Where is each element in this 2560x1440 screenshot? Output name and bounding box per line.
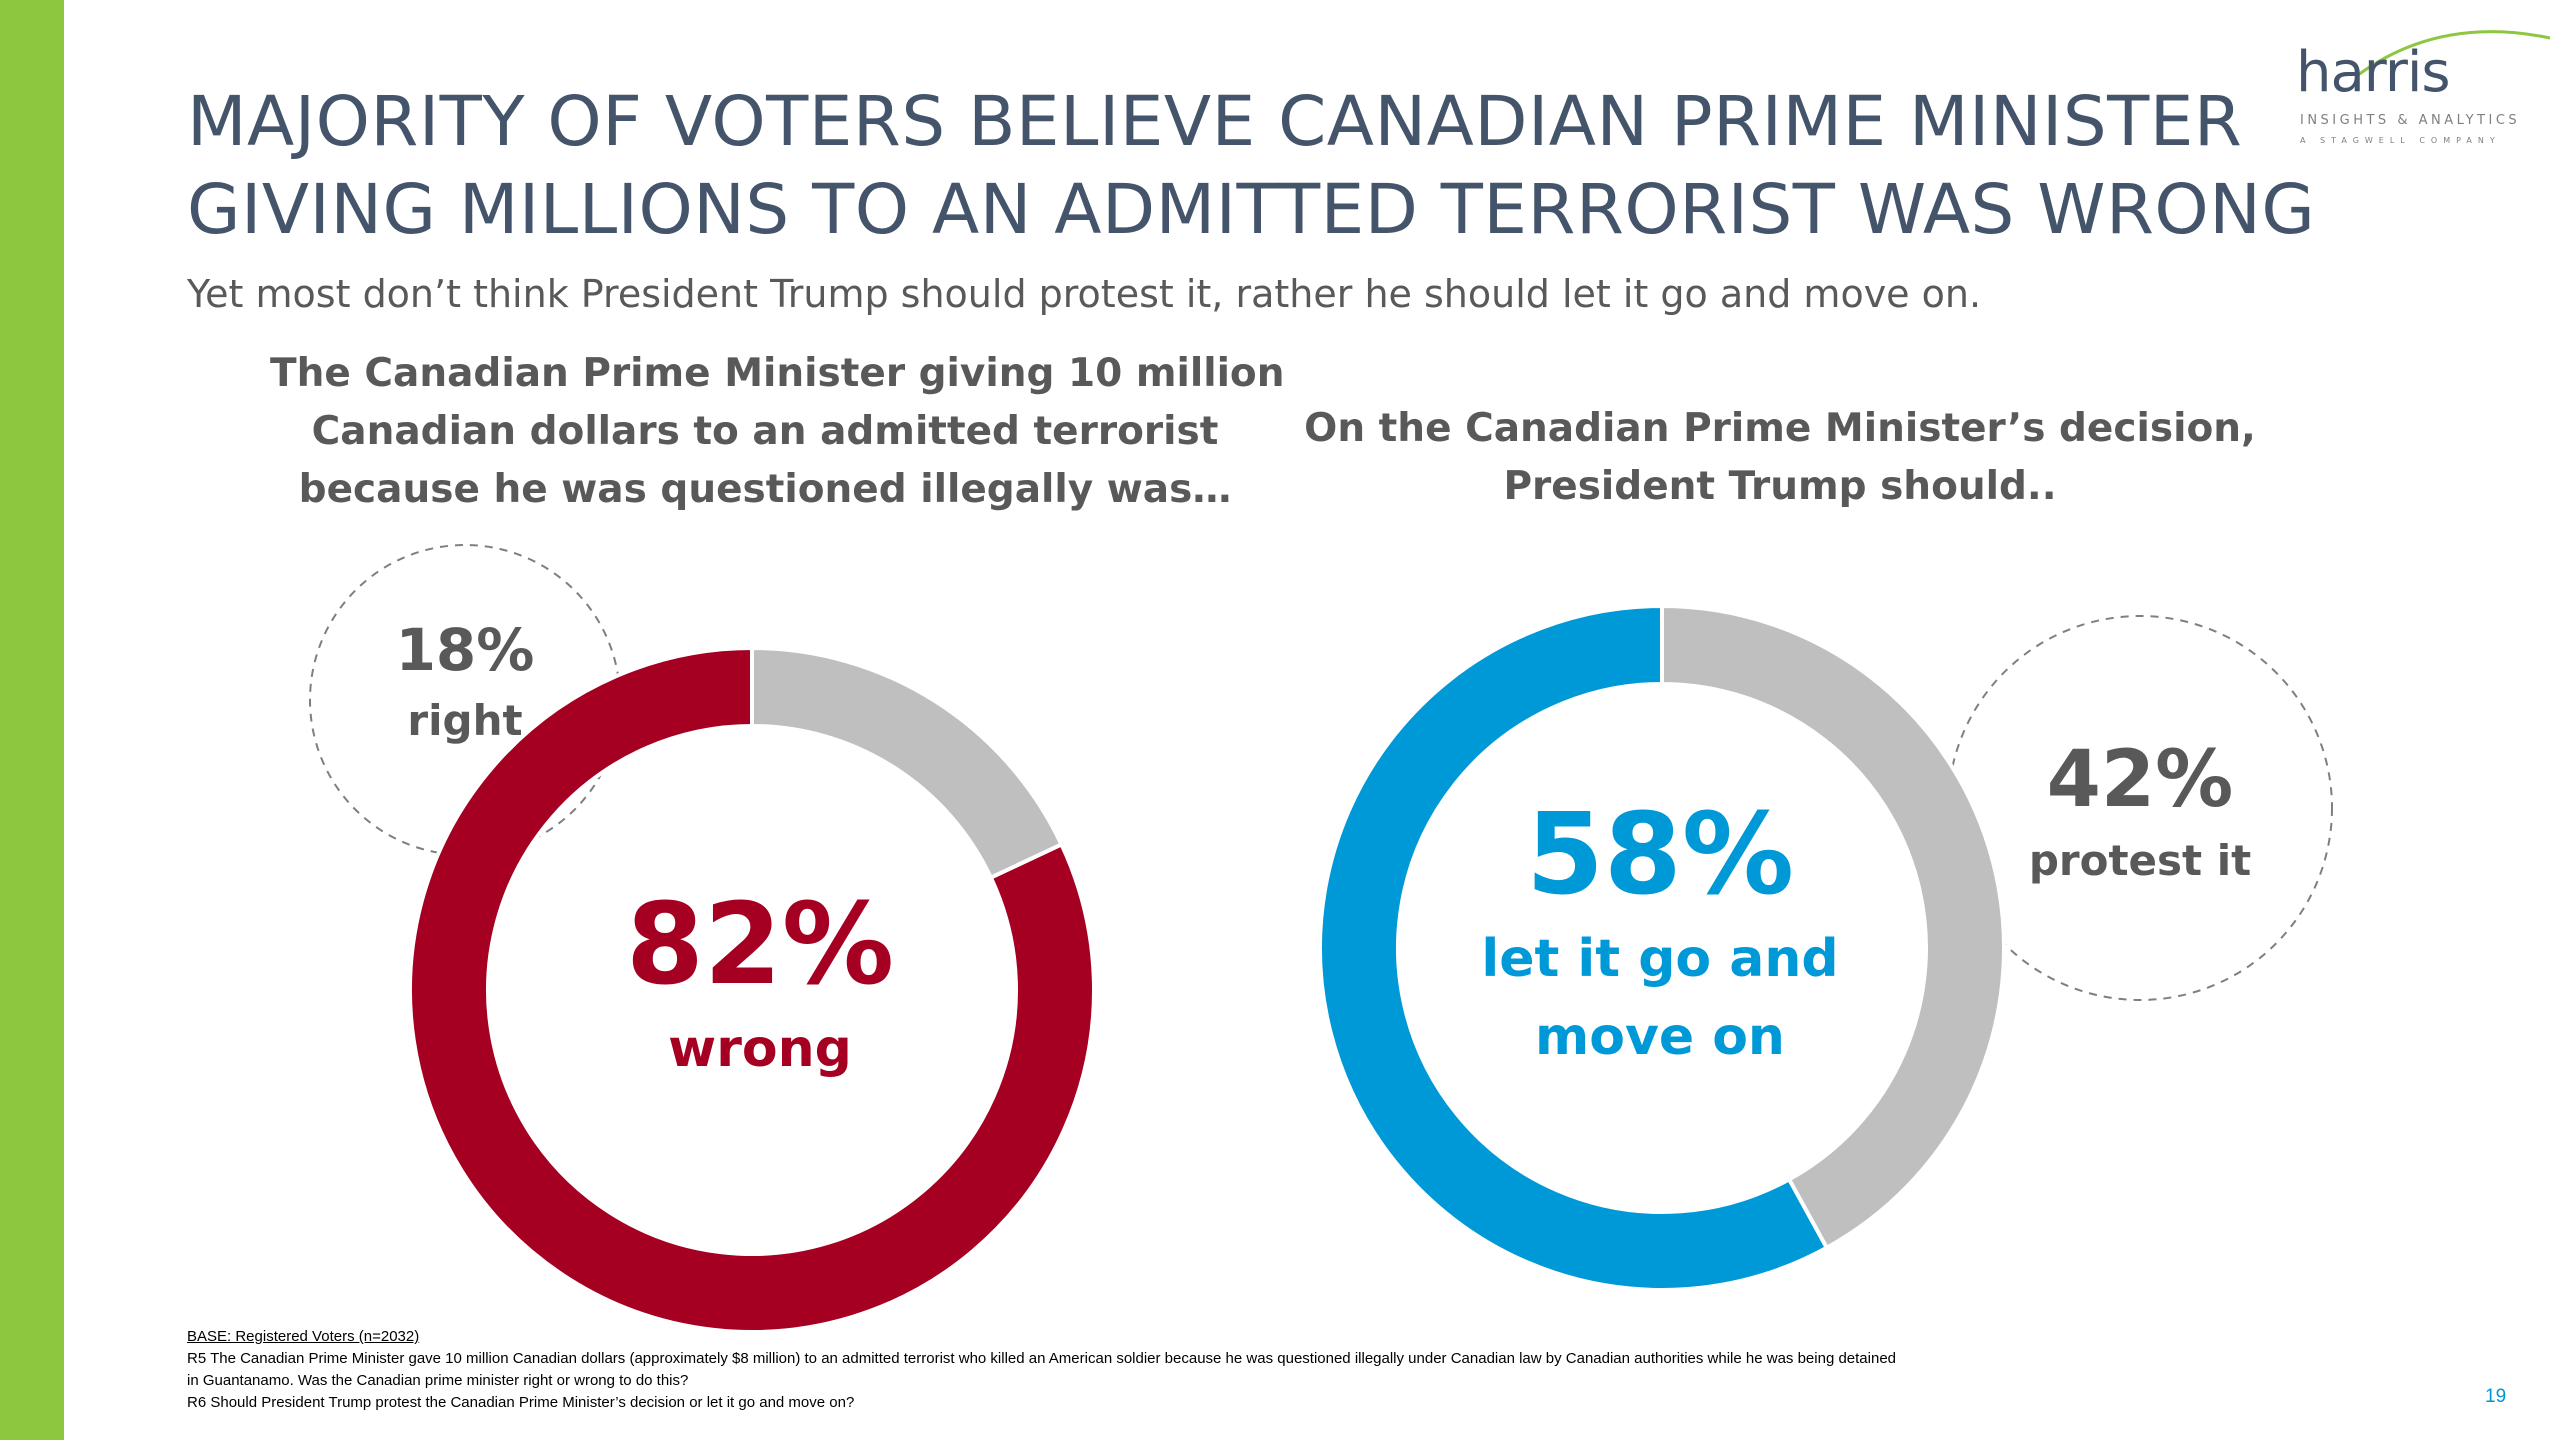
chart-1-question-line-1: The Canadian Prime Minister giving 10 mi… (270, 351, 1285, 396)
chart-2-center-label: 58% let it go and move on (1450, 790, 1870, 1076)
footnote-r6: R6 Should President Trump protest the Ca… (187, 1394, 855, 1411)
chart-2-protest-label: protest it (2028, 836, 2252, 885)
chart-1-wrong-value: 82% (625, 880, 895, 1010)
chart-1-slice-wrong (408, 645, 1096, 1334)
chart-1-right-value: 18% (395, 616, 535, 684)
chart-2-slice-protest-it (1660, 603, 2007, 1251)
chart-1-question-line-2: Canadian dollars to an admitted terroris… (311, 409, 1219, 454)
chart-2-slice-let-it-go-and-move-on (1318, 603, 1830, 1292)
chart-1-slice-right (750, 645, 1065, 881)
chart-2-bubble-label: 42% protest it (2000, 732, 2280, 894)
logo-name: harris (2296, 40, 2451, 105)
page-number: 19 (2485, 1386, 2507, 1407)
chart-1-question: The Canadian Prime Minister giving 10 mi… (270, 345, 1285, 519)
footnote-r5-line-1: R5 The Canadian Prime Minister gave 10 m… (187, 1350, 1897, 1367)
chart-2-let-go-value: 58% (1525, 790, 1795, 920)
chart-2-question-line-1: On the Canadian Prime Minister’s decisio… (1304, 406, 2256, 451)
chart-2-let-go-label-line-1: let it go and (1481, 929, 1839, 989)
slide-title-line-1: MAJORITY OF VOTERS BELIEVE CANADIAN PRIM… (187, 82, 2243, 162)
slide-subtitle: Yet most don’t think President Trump sho… (187, 272, 1982, 316)
harris-logo: harris INSIGHTS & ANALYTICS A STAGWELL C… (2260, 20, 2560, 150)
chart-2-let-go-label-line-2: move on (1535, 1007, 1785, 1067)
footnote-r5-line-2: in Guantanamo. Was the Canadian prime mi… (187, 1372, 689, 1389)
slide-title-line-2: GIVING MILLIONS TO AN ADMITTED TERRORIST… (187, 170, 2316, 250)
chart-2-protest-value: 42% (2046, 735, 2234, 825)
accent-sidebar-bar (0, 0, 64, 1440)
logo-tagline: INSIGHTS & ANALYTICS (2300, 113, 2521, 128)
footnotes: BASE: Registered Voters (n=2032) R5 The … (187, 1326, 2457, 1414)
chart-1-center-label: 82% wrong (560, 880, 960, 1088)
logo-subline: A STAGWELL COMPANY (2300, 136, 2501, 145)
chart-1-question-line-3: because he was questioned illegally was… (298, 467, 1232, 512)
chart-1-wrong-label: wrong (668, 1019, 852, 1079)
logo-swoosh-icon (2357, 30, 2551, 77)
chart-2-question-line-2: President Trump should.. (1503, 464, 2057, 509)
chart-1-bubble-label: 18% right (335, 612, 595, 754)
chart-1-right-label: right (407, 696, 523, 745)
slide-title: MAJORITY OF VOTERS BELIEVE CANADIAN PRIM… (187, 78, 2387, 254)
base-note: BASE: Registered Voters (n=2032) (187, 1328, 420, 1345)
chart-2-question: On the Canadian Prime Minister’s decisio… (1280, 400, 2280, 516)
